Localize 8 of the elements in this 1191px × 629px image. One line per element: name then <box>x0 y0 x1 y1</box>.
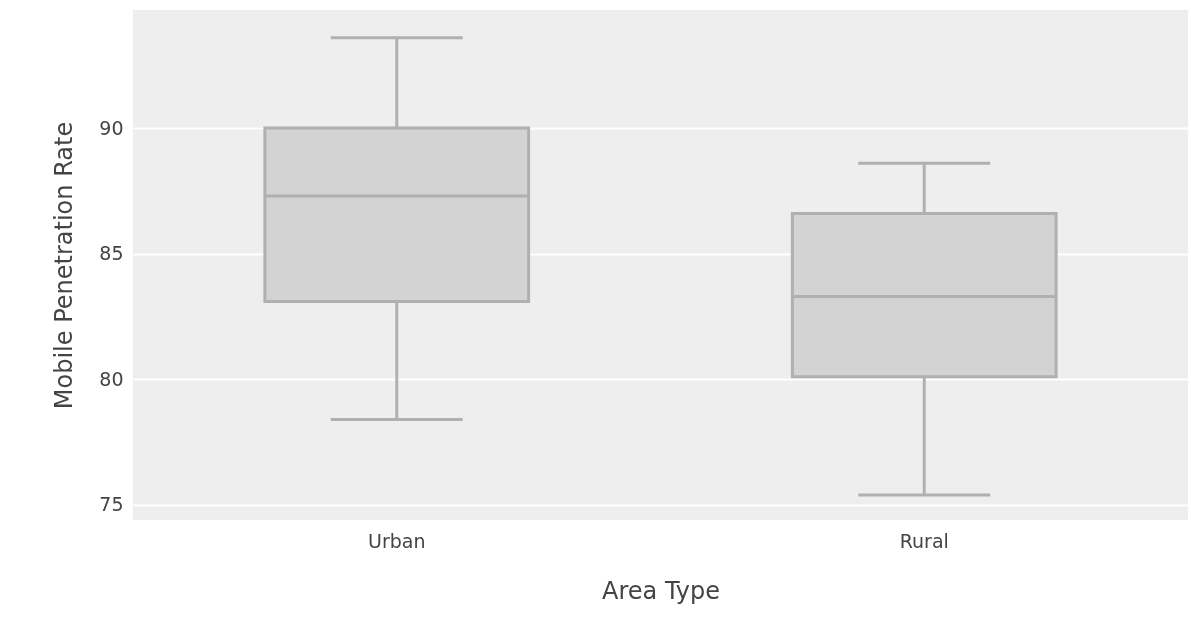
y-tick-label: 75 <box>99 493 124 516</box>
x-tick-label: Rural <box>899 529 949 552</box>
y-tick-label: 90 <box>99 116 124 139</box>
x-tick-label: Urban <box>368 529 426 552</box>
y-tick-label: 80 <box>99 367 124 390</box>
x-axis-title: Area Type <box>602 576 720 605</box>
y-tick-label: 85 <box>99 242 124 265</box>
y-axis-title: Mobile Penetration Rate <box>50 121 79 410</box>
